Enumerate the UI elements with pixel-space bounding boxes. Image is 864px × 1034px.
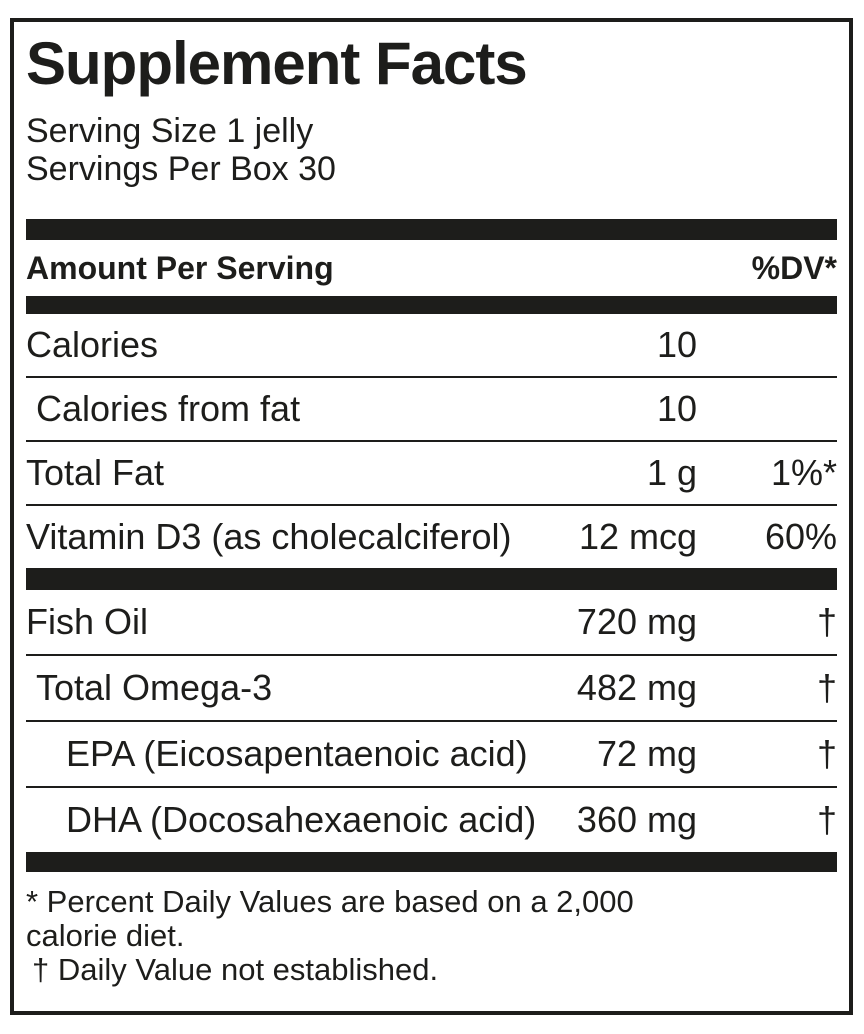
- nutrient-row-total-fat: Total Fat 1 g 1%*: [26, 442, 837, 504]
- nutrient-name: Calories from fat: [36, 388, 301, 429]
- percent-dv-footnote-line-1: * Percent Daily Values are based on a 2,…: [26, 884, 634, 919]
- nutrient-row-fish-oil: Fish Oil 720 mg †: [26, 590, 837, 654]
- percent-dv-footnote-line-2: calorie diet.: [26, 918, 185, 953]
- row-divider: [26, 654, 837, 656]
- nutrient-row-dha: DHA (Docosahexaenoic acid) 360 mg †: [26, 788, 837, 852]
- nutrient-row-calories: Calories 10: [26, 314, 837, 376]
- nutrient-name: DHA (Docosahexaenoic acid): [66, 799, 537, 840]
- nutrient-name: EPA (Eicosapentaenoic acid): [66, 733, 528, 774]
- nutrient-amount: 10: [656, 324, 697, 365]
- panel-title: Supplement Facts: [26, 30, 528, 97]
- row-divider: [26, 786, 837, 788]
- nutrient-dv: 60%: [764, 516, 837, 557]
- nutrient-name: Total Fat: [26, 452, 165, 493]
- nutrient-section-2: Fish Oil 720 mg † Total Omega-3 482 mg †…: [26, 590, 837, 852]
- nutrient-name: Calories: [26, 324, 159, 365]
- nutrient-amount: 360 mg: [576, 799, 697, 840]
- row-divider: [26, 504, 837, 506]
- nutrient-name: Vitamin D3 (as cholecalciferol): [26, 516, 512, 557]
- nutrient-amount: 1 g: [646, 452, 697, 493]
- footnotes: * Percent Daily Values are based on a 2,…: [26, 885, 837, 987]
- thick-divider-bar: [26, 296, 837, 314]
- serving-size-line: Serving Size 1 jelly: [26, 112, 314, 150]
- table-header-row: Amount Per Serving %DV*: [26, 240, 837, 296]
- supplement-facts-panel: Supplement Facts Serving Size 1 jelly Se…: [10, 18, 853, 1015]
- nutrient-name: Fish Oil: [26, 601, 149, 642]
- nutrient-dv: †: [816, 733, 837, 774]
- nutrient-dv: †: [816, 799, 837, 840]
- dagger-footnote-line: † Daily Value not established.: [32, 952, 439, 987]
- nutrient-amount: 10: [656, 388, 697, 429]
- nutrient-amount: 12 mcg: [578, 516, 697, 557]
- nutrient-amount: 720 mg: [576, 601, 697, 642]
- thick-divider-bar: [26, 219, 837, 240]
- row-divider: [26, 720, 837, 722]
- row-divider: [26, 376, 837, 378]
- thick-divider-bar: [26, 852, 837, 872]
- row-divider: [26, 440, 837, 442]
- nutrient-name: Total Omega-3: [36, 667, 273, 708]
- nutrient-row-calories-from-fat: Calories from fat 10: [26, 378, 837, 440]
- percent-dv-header: %DV*: [751, 249, 837, 286]
- nutrient-dv: †: [816, 667, 837, 708]
- nutrient-section-1: Calories 10 Calories from fat 10 Total F…: [26, 314, 837, 568]
- nutrient-row-vitamin-d3: Vitamin D3 (as cholecalciferol) 12 mcg 6…: [26, 506, 837, 568]
- nutrient-amount: 72 mg: [596, 733, 697, 774]
- thick-divider-bar: [26, 568, 837, 590]
- nutrient-dv: †: [816, 601, 837, 642]
- nutrient-row-total-omega-3: Total Omega-3 482 mg †: [26, 656, 837, 720]
- nutrient-dv: 1%*: [770, 452, 837, 493]
- nutrient-row-epa: EPA (Eicosapentaenoic acid) 72 mg †: [26, 722, 837, 786]
- nutrient-amount: 482 mg: [576, 667, 697, 708]
- servings-per-box-line: Servings Per Box 30: [26, 150, 336, 188]
- serving-info: Serving Size 1 jelly Servings Per Box 30: [26, 112, 837, 188]
- amount-per-serving-header: Amount Per Serving: [26, 249, 334, 286]
